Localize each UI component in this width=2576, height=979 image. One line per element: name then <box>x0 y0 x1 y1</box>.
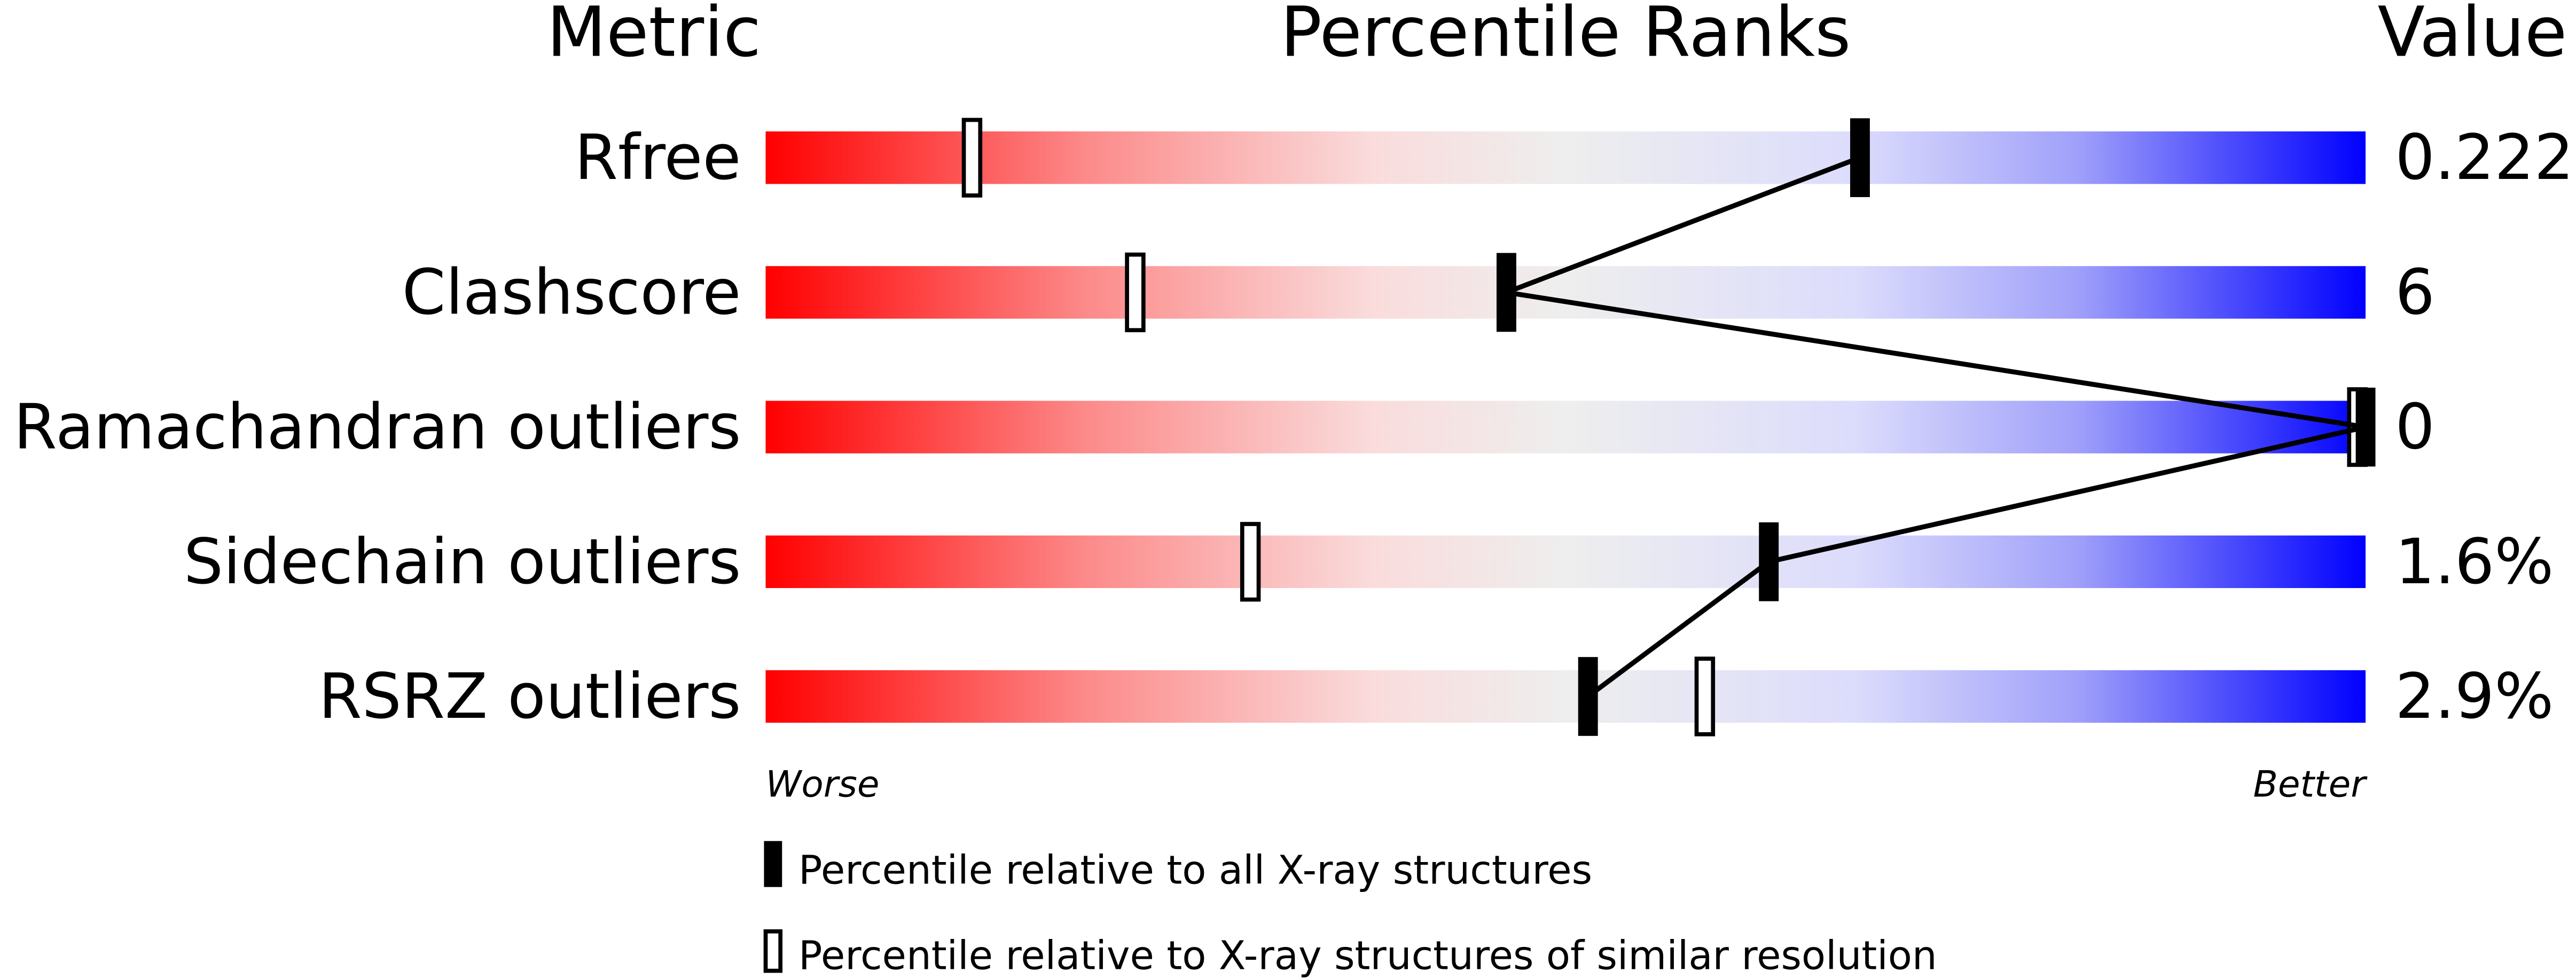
metric-label: Sidechain outliers <box>184 526 741 598</box>
header-value: Value <box>2378 0 2567 73</box>
percentile-bar <box>765 131 2366 184</box>
percentile-bar <box>765 401 2366 453</box>
legend-open-marker-icon <box>763 929 783 973</box>
percentile-bar <box>765 535 2366 589</box>
metric-label: Rfree <box>575 121 741 194</box>
marker-all-structures <box>1578 657 1598 736</box>
connector-line <box>1768 425 2367 565</box>
connector-line <box>1506 289 2366 430</box>
marker-all-structures <box>1759 522 1779 601</box>
legend-filled-marker-icon <box>764 841 782 887</box>
percentile-bar <box>765 266 2366 319</box>
metric-value: 0 <box>2395 391 2434 464</box>
metric-label: Clashscore <box>402 256 741 328</box>
metric-value: 0.222 <box>2395 121 2574 194</box>
marker-all-structures <box>1496 253 1516 332</box>
connector-line <box>1505 155 1861 295</box>
header-metric: Metric <box>547 0 762 73</box>
legend-all: Percentile relative to all X-ray structu… <box>798 848 1592 894</box>
metric-value: 2.9% <box>2395 660 2554 733</box>
marker-similar-resolution <box>1240 522 1261 602</box>
metric-value: 1.6% <box>2395 526 2554 598</box>
marker-all-structures <box>1850 118 1870 198</box>
metric-label: Ramachandran outliers <box>13 391 741 464</box>
legend-similar: Percentile relative to X-ray structures … <box>798 933 1937 979</box>
marker-similar-resolution <box>1125 252 1146 333</box>
metric-value: 6 <box>2395 256 2434 328</box>
marker-similar-resolution <box>961 118 983 198</box>
percentile-bar <box>765 670 2366 723</box>
axis-label-better: Better <box>2253 763 2368 805</box>
header-percentile-ranks: Percentile Ranks <box>1280 0 1851 73</box>
marker-all-structures <box>2355 387 2376 467</box>
axis-label-worse: Worse <box>765 763 879 805</box>
marker-similar-resolution <box>1694 656 1716 737</box>
metric-label: RSRZ outliers <box>318 660 741 733</box>
connector-line <box>1586 560 1771 699</box>
